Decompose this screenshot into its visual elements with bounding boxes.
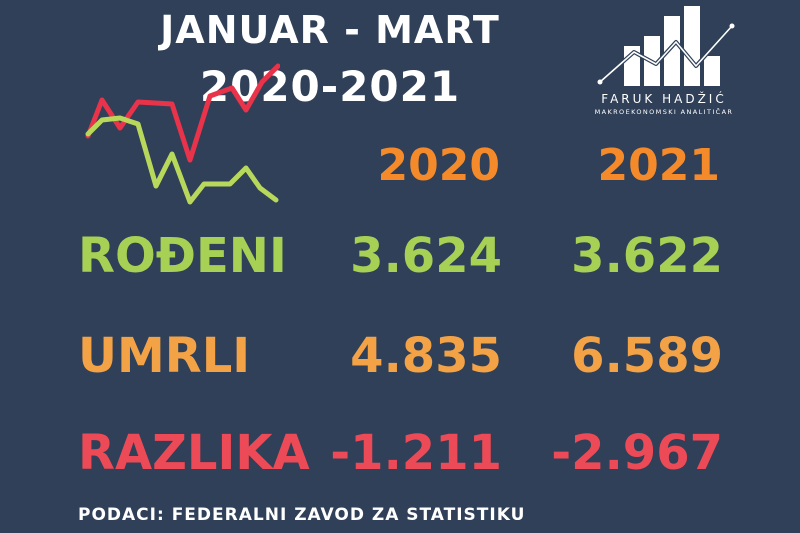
value-rodeni-2021: 3.622 xyxy=(571,228,723,284)
value-razlika-2020: -1.211 xyxy=(330,425,502,481)
logo-subtitle: MAKROEKONOMSKI ANALITIČAR xyxy=(594,108,734,116)
logo-name: FARUK HADŽIĆ xyxy=(601,92,727,106)
row-label-razlika: RAZLIKA xyxy=(78,425,310,481)
year-header-2021: 2021 xyxy=(597,140,720,191)
deco-red-line xyxy=(85,63,280,163)
title-line-1: JANUAR - MART xyxy=(160,8,500,52)
value-razlika-2021: -2.967 xyxy=(551,425,723,481)
value-rodeni-2020: 3.624 xyxy=(350,228,502,284)
year-header-2020: 2020 xyxy=(377,140,500,191)
line-chart-icon xyxy=(85,63,280,205)
bar-chart-logo-icon xyxy=(597,6,735,86)
value-umrli-2020: 4.835 xyxy=(350,328,502,384)
row-label-umrli: UMRLI xyxy=(78,328,251,384)
value-umrli-2021: 6.589 xyxy=(571,328,723,384)
row-label-rodeni: ROĐENI xyxy=(78,228,287,284)
source-note: PODACI: FEDERALNI ZAVOD ZA STATISTIKU xyxy=(78,505,526,525)
deco-green-line xyxy=(85,115,279,205)
